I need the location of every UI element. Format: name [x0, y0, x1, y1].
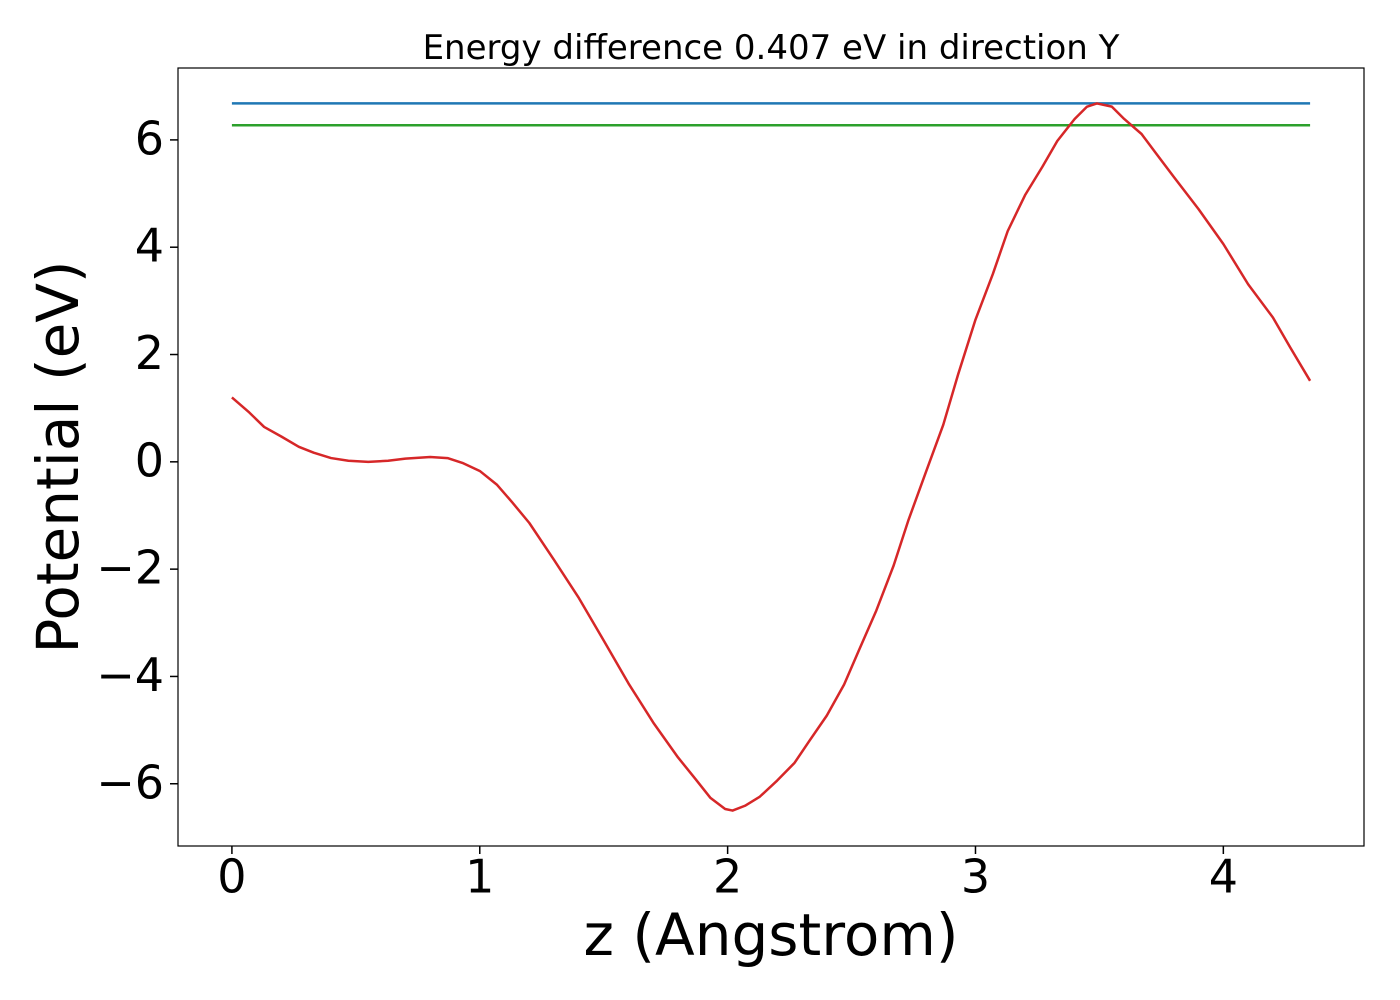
plot-frame [177, 67, 1365, 847]
y-tick-label: −4 [96, 648, 164, 702]
y-tick-label: −2 [96, 541, 164, 595]
x-tick-label: 2 [713, 850, 742, 904]
y-axis-label: Potential (eV) [24, 260, 92, 653]
x-tick-label: 0 [217, 850, 246, 904]
x-tick-label: 4 [1209, 850, 1238, 904]
chart-title: Energy difference 0.407 eV in direction … [423, 28, 1120, 68]
y-tick-label: 2 [135, 326, 164, 380]
y-tick-label: 4 [135, 219, 164, 273]
x-axis-label: z (Angstrom) [584, 901, 959, 969]
line-series [231, 102, 1312, 812]
y-tick-label: 6 [135, 111, 164, 165]
x-tick-label: 3 [961, 850, 990, 904]
x-tick-label: 1 [465, 850, 494, 904]
y-tick-label: −6 [96, 755, 164, 809]
y-tick-label: 0 [135, 433, 164, 487]
